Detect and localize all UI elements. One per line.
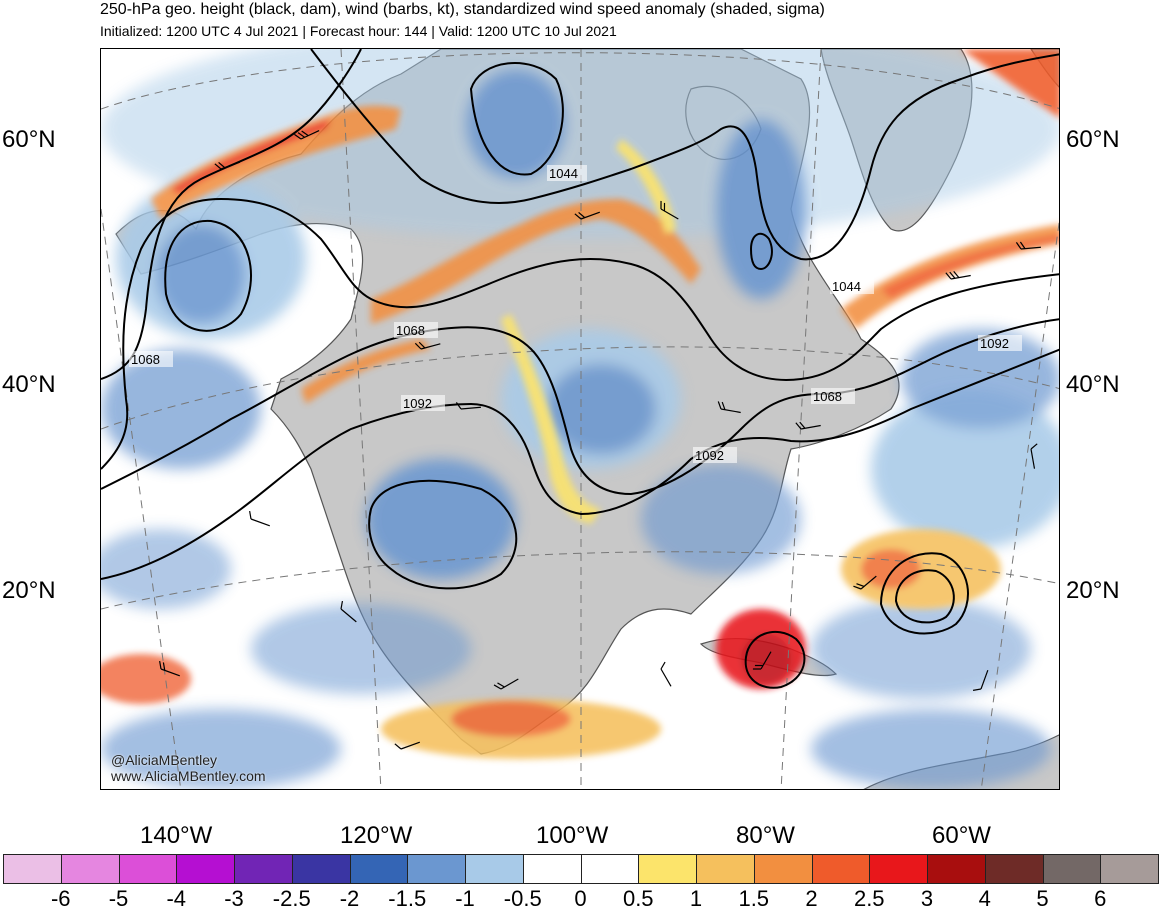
contour-1044-closed-aleutian <box>164 219 252 332</box>
contour-closed-caribbean <box>744 630 806 689</box>
lon-label-80w: 80°W <box>736 822 795 849</box>
colorbar-swatch <box>176 854 235 884</box>
colorbar-tick-label: -2 <box>339 886 360 911</box>
contour-closed-atlantic <box>879 552 969 635</box>
contour-1044-closed-center <box>469 62 564 176</box>
graticule-lat-20 <box>101 551 1059 610</box>
lon-label-60w: 60°W <box>932 822 991 849</box>
colorbar-tick-label: 5 <box>1036 886 1049 911</box>
contour-1092-main <box>101 348 1059 580</box>
colorbar-swatch <box>3 854 62 884</box>
colorbar-swatch <box>234 854 293 884</box>
weather-map: 1044 1044 1068 1068 1068 1092 1092 1092 … <box>100 48 1060 790</box>
colorbar-tick-label: 1.5 <box>738 886 770 911</box>
graticule-lon-120 <box>340 49 382 789</box>
colorbar-tick-label: -0.5 <box>503 886 542 911</box>
credit-handle: @AliciaMBentley <box>111 752 218 768</box>
credit-website: www.AliciaMBentley.com <box>111 768 266 784</box>
graticule-lat-40 <box>101 346 1059 430</box>
contour-1044-main <box>310 49 1059 261</box>
colorbar-swatch <box>638 854 697 884</box>
map-canvas: 1044 1044 1068 1068 1068 1092 1092 1092 <box>101 49 1059 789</box>
colorbar-swatch <box>1100 854 1159 884</box>
colorbar-swatch <box>522 854 582 884</box>
contour-label-1092b: 1092 <box>695 448 724 463</box>
contour-closed-atlantic-inner <box>894 569 955 624</box>
colorbar-tick-label: 0.5 <box>622 886 654 911</box>
colorbar-swatch <box>465 854 524 884</box>
colorbar-tick-label: 3 <box>920 886 934 911</box>
colorbar-tick-label: -3 <box>224 886 244 911</box>
colorbar-tick-label: 2 <box>805 886 818 911</box>
lon-label-140w: 140°W <box>140 822 213 849</box>
colorbar-swatch <box>927 854 986 884</box>
graticule <box>101 49 1059 789</box>
colorbar-tick-label: -5 <box>108 886 129 911</box>
lat-label-40-right: 40°N <box>1066 371 1120 398</box>
contour-label-1044a: 1044 <box>549 166 578 181</box>
graticule-lon-80 <box>780 49 822 789</box>
contour-label-1092c: 1092 <box>980 336 1009 351</box>
colorbar-tick-label: -6 <box>50 886 71 911</box>
graticule-lat-60 <box>101 52 1059 110</box>
colorbar-swatch <box>696 854 755 884</box>
colorbar-swatch <box>811 854 871 884</box>
contour-label-1068a: 1068 <box>131 352 160 367</box>
colorbar-tick-label: 2.5 <box>853 886 885 911</box>
lat-label-20-right: 20°N <box>1066 577 1120 604</box>
lat-label-40-left: 40°N <box>2 371 56 398</box>
lat-label-20-left: 20°N <box>2 577 56 604</box>
colorbar-tick-label: 0 <box>574 886 587 911</box>
contour-label-1068b: 1068 <box>396 323 425 338</box>
colorbar-swatch <box>1042 854 1102 884</box>
colorbar-swatch <box>291 854 351 884</box>
colorbar-swatch <box>349 854 409 884</box>
colorbar-tick-label: -4 <box>166 886 187 911</box>
colorbar-swatch <box>753 854 813 884</box>
chart-subtitle: Initialized: 1200 UTC 4 Jul 2021 | Forec… <box>100 23 617 39</box>
colorbar-tick-label: 6 <box>1094 886 1107 911</box>
contour-label-1044b: 1044 <box>832 279 861 294</box>
contour-labels: 1044 1044 1068 1068 1068 1092 1092 1092 <box>129 165 1022 463</box>
contour-1044-west <box>101 49 362 380</box>
colorbar-tick-label: 4 <box>978 886 991 911</box>
wind-barbs <box>159 130 1041 750</box>
colorbar-swatch <box>407 854 466 884</box>
colorbar-tick-label: -1.5 <box>388 886 427 911</box>
height-contours <box>101 49 1059 689</box>
contour-label-1068c: 1068 <box>813 389 842 404</box>
colorbar-tick-label: 1 <box>689 886 703 911</box>
contour-1068-south <box>101 318 1059 496</box>
anomaly-shading <box>101 49 1059 789</box>
lat-label-60-left: 60°N <box>2 126 56 153</box>
contour-1092-closed-southwest <box>368 479 518 590</box>
colorbar-swatch <box>984 854 1044 884</box>
lon-label-100w: 100°W <box>536 822 609 849</box>
lon-label-120w: 120°W <box>340 822 413 849</box>
colorbar-swatch <box>580 854 640 884</box>
contour-1068-west <box>101 197 1059 470</box>
colorbar-tick-label: -2.5 <box>272 886 311 911</box>
chart-title: 250-hPa geo. height (black, dam), wind (… <box>100 1 825 18</box>
colorbar <box>3 854 1159 884</box>
lat-label-60-right: 60°N <box>1066 126 1120 153</box>
contour-label-1092a: 1092 <box>403 396 432 411</box>
colorbar-swatch <box>869 854 928 884</box>
contour-1044-small <box>749 232 773 271</box>
colorbar-swatch <box>118 854 178 884</box>
colorbar-swatch <box>60 854 120 884</box>
colorbar-tick-label: -1 <box>455 886 475 911</box>
